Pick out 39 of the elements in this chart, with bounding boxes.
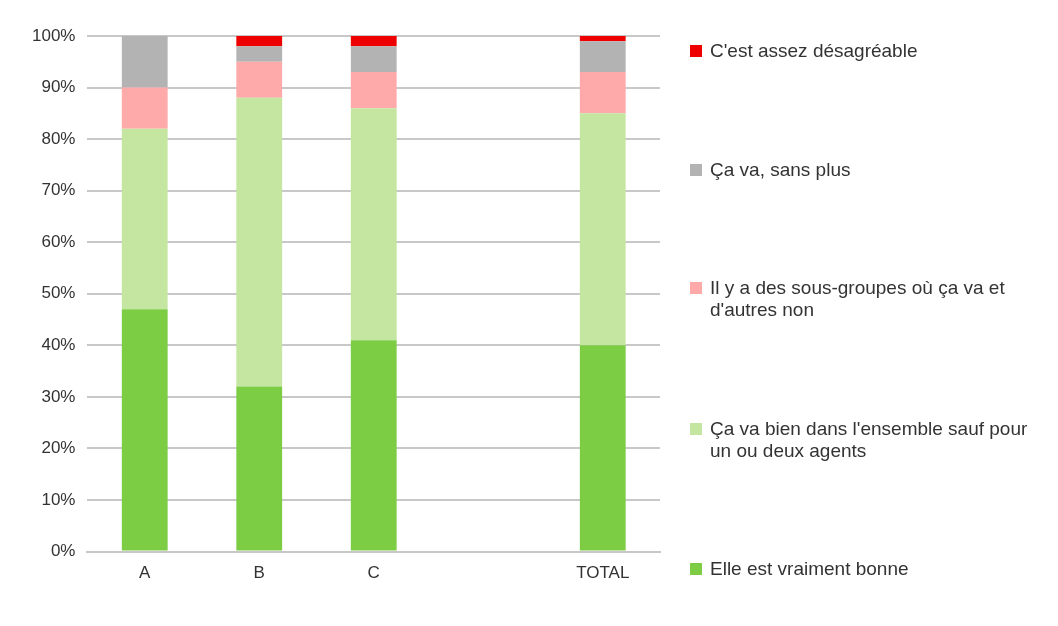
x-tick-label: C <box>367 563 380 583</box>
y-tick-label: 30% <box>41 386 76 406</box>
bar <box>236 36 283 47</box>
y-tick-label: 20% <box>41 438 76 458</box>
bar <box>236 46 283 62</box>
bar <box>236 386 283 551</box>
legend-label: Il y a des sous-groupes où ça va et d'autres non <box>710 277 1006 321</box>
bar <box>350 108 397 341</box>
bar <box>350 46 397 73</box>
bar <box>121 309 168 551</box>
y-tick-label: 100% <box>32 25 76 45</box>
bar <box>579 113 626 346</box>
y-tick-label: 70% <box>41 180 76 200</box>
y-tick-label: 90% <box>41 77 76 97</box>
y-tick-label: 60% <box>41 231 76 251</box>
legend-label: Ça va bien dans l'ensemble sauf pour un ou deux agents <box>710 417 1029 462</box>
bar <box>579 345 626 551</box>
y-tick-label: 50% <box>41 283 76 303</box>
x-tick-label: A <box>139 563 152 583</box>
bar <box>236 97 283 387</box>
legend-label: C'est assez désagréable <box>710 40 918 62</box>
bar <box>121 87 168 129</box>
y-tick-label: 40% <box>41 335 76 355</box>
y-tick-label: 0% <box>50 541 76 561</box>
bar <box>579 41 626 73</box>
bar <box>350 72 397 109</box>
bar <box>350 36 397 47</box>
bar <box>350 340 397 551</box>
bar <box>579 36 626 42</box>
y-tick-label: 10% <box>41 489 76 509</box>
legend-label: Ça va, sans plus <box>710 158 851 181</box>
y-tick-label: 80% <box>41 128 76 148</box>
bar <box>236 61 283 98</box>
bar <box>121 36 168 88</box>
x-tick-label: B <box>253 563 265 583</box>
legend-label: Elle est vraiment bonne <box>710 558 909 580</box>
bar <box>579 72 626 114</box>
bar <box>121 128 168 310</box>
x-tick-label: TOTAL <box>576 563 630 583</box>
